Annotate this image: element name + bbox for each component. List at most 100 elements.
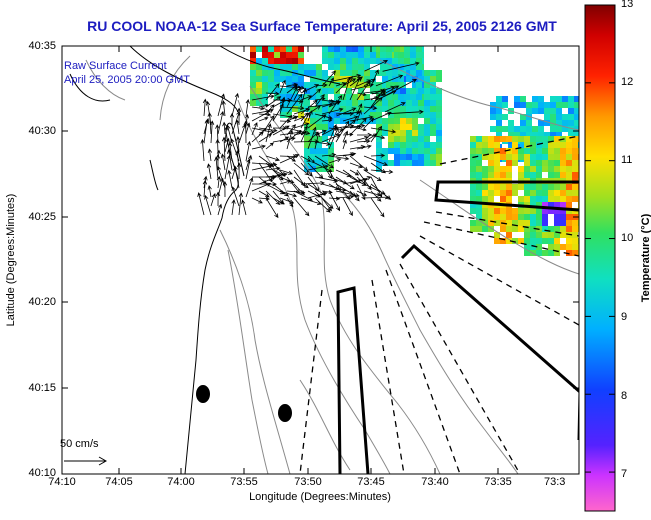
current-vector [307,114,327,129]
current-vector [314,155,335,169]
sst-cell [536,250,542,256]
sst-cell [310,76,316,82]
sst-cell [476,148,482,154]
bathy-contour-4 [379,59,579,131]
sst-cell [418,148,424,154]
sst-cell [536,202,542,208]
sst-cell [494,166,500,172]
sst-cell [322,136,328,142]
sst-cell [346,52,352,58]
sst-cell [358,46,364,52]
sst-cell [376,52,382,58]
sst-cell [514,102,520,108]
sst-cell [250,70,256,76]
sst-cell [436,136,442,142]
sst-cell [572,226,578,232]
current-vector [258,155,275,168]
current-vector [279,169,293,175]
current-vector [286,155,296,162]
sst-cell [304,88,310,94]
current-vector [314,132,320,150]
sst-cell [500,196,506,202]
sst-cell [572,220,578,226]
sst-cell [376,142,382,148]
sst-cell [476,202,482,208]
sst-cell [572,250,578,256]
sst-cell [274,76,280,82]
sst-cell [352,100,358,106]
x-tick-label: 73:50 [294,476,322,488]
sst-cell [424,70,430,76]
sst-cell [376,166,382,172]
sst-cell [548,154,554,160]
sst-cell [542,166,548,172]
sst-cell [364,70,370,76]
sst-cell [400,118,406,124]
sst-cell [322,70,328,76]
current-vector [349,144,366,150]
sst-cell [542,160,548,166]
current-vector [231,199,236,216]
shipping-lane-c [434,180,579,212]
sst-cell [518,214,524,220]
sst-cell [322,94,328,100]
sst-cell [370,70,376,76]
sst-cell [416,82,422,88]
sst-cell [328,64,334,70]
sst-cell [530,214,536,220]
sst-cell [262,58,268,64]
sst-cell [316,64,322,70]
sst-cell [436,112,442,118]
sst-cell [574,120,579,126]
sst-cell [506,172,512,178]
current-vector [265,155,280,162]
current-vector [349,115,374,122]
sst-cell [566,232,572,238]
sst-cell [268,52,274,58]
sst-cell [416,94,422,100]
sst-cell [394,88,400,94]
sst-cell [322,148,328,154]
sst-cell [316,82,322,88]
sst-cell [334,106,340,112]
sst-cell [424,100,430,106]
current-vector [202,98,208,117]
sst-cell [572,172,578,178]
current-vector [336,107,357,117]
sst-cell [400,70,406,76]
sst-cell [304,94,310,100]
lane-boundary-5 [419,235,579,326]
sst-cell [280,46,286,52]
sst-cell [568,108,574,114]
sst-cell [554,226,560,232]
sst-cell [286,58,292,64]
sst-cell [572,238,578,244]
sst-cell [526,120,532,126]
sst-cell [376,70,382,76]
sst-cell [280,94,286,100]
sst-cell [304,64,310,70]
sst-cell [494,184,500,190]
current-vector [363,169,382,182]
sst-cell [568,114,574,120]
sst-cell [346,82,352,88]
current-vector [251,131,264,143]
sst-cell [548,208,554,214]
sst-cell [544,102,550,108]
x-tick-label: 74:00 [167,476,195,488]
current-vector [364,60,389,72]
sst-cell [476,184,482,190]
sst-cell [388,112,394,118]
sst-cell [304,70,310,76]
current-vector [272,125,288,131]
current-vector [245,99,250,117]
sst-cell [542,154,548,160]
sst-cell [250,58,256,64]
current-vector [279,154,300,164]
sst-cell [566,148,572,154]
sst-cell [542,220,548,226]
sst-cell [572,136,578,142]
sst-cell [394,154,400,160]
current-vector [202,179,208,198]
current-vector [200,138,205,162]
